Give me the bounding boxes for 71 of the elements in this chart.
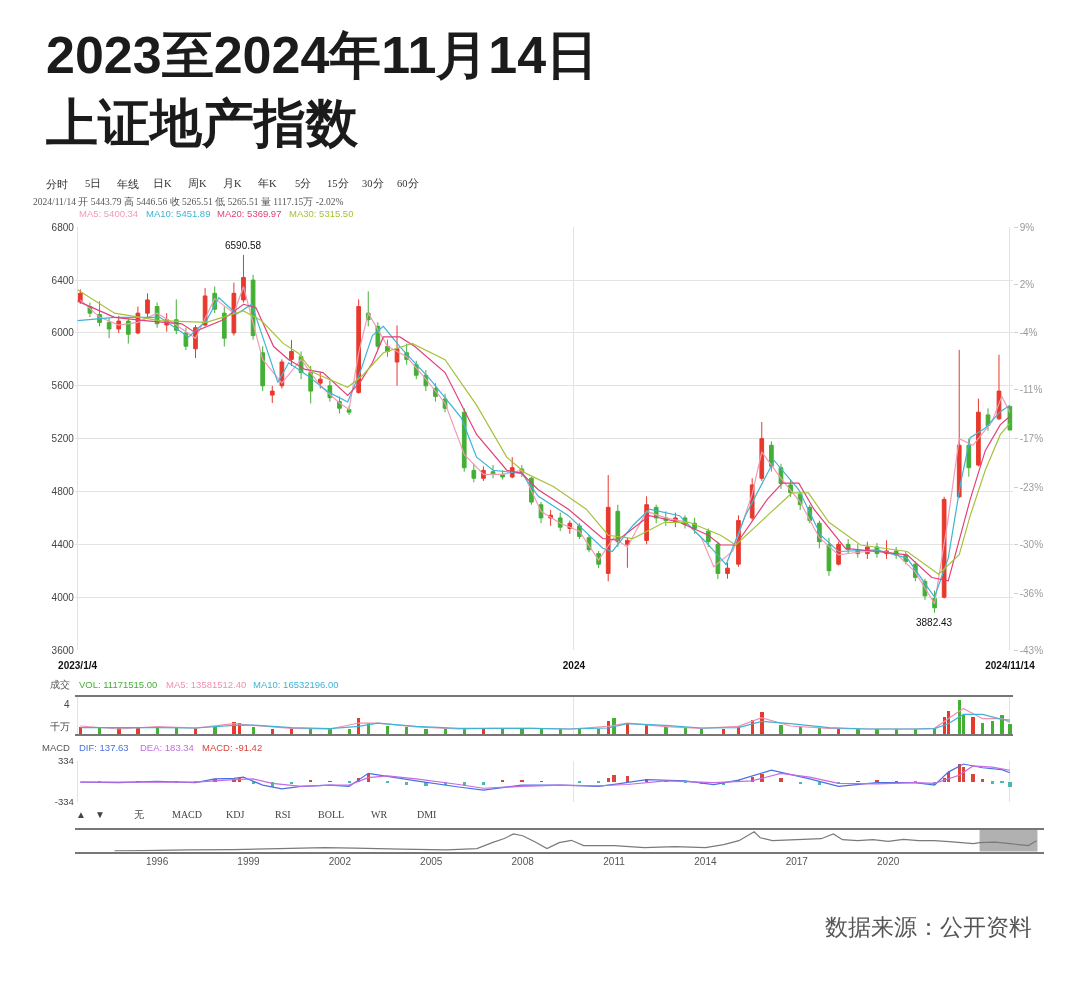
text: ▼: [95, 809, 105, 820]
text: 4: [64, 699, 70, 710]
text: MA30: 5315.50: [289, 208, 354, 219]
text: 15分: [327, 178, 349, 189]
text: KDJ: [226, 809, 245, 820]
text: 周K: [188, 178, 207, 189]
x-tick-label: 2024/11/14: [985, 660, 1036, 672]
x-tick-label: 2011: [603, 856, 626, 868]
text: BOLL: [318, 809, 345, 820]
y-tick-label: 5200: [51, 433, 75, 445]
text: 60分: [397, 178, 419, 189]
y-tick-label: 6400: [51, 274, 75, 286]
chart-title: MACD: [42, 742, 71, 753]
text: 分时: [46, 178, 68, 190]
chart-title: 2023至2024年11月14日上证地产指数: [46, 26, 599, 152]
text: DMI: [417, 809, 437, 820]
text: MA5: 13581512.40: [166, 679, 247, 690]
y2-tick-label: -43%: [1019, 644, 1044, 656]
y-tick-label: 3600: [51, 644, 75, 656]
x-tick-label: 2017: [785, 856, 809, 868]
y2-tick-label: -17%: [1019, 433, 1044, 445]
x-tick-label: 1999: [237, 856, 261, 868]
text: MACD: -91.42: [202, 742, 263, 753]
chart-title: 成交: [50, 679, 70, 690]
text: 月K: [223, 178, 242, 189]
y-tick-label: 4000: [51, 591, 75, 603]
text: VOL: 11171515.00: [79, 679, 158, 690]
y-tick-label: 6800: [51, 221, 75, 233]
text: DIF: 137.63: [79, 742, 129, 753]
y2-tick-label: 2%: [1019, 278, 1035, 290]
y-tick-label: -334: [54, 796, 74, 808]
x-tick-label: 2002: [328, 856, 352, 868]
text: MA10: 5451.89: [146, 208, 211, 219]
text: 5日: [85, 178, 102, 189]
text: 年线: [117, 178, 139, 190]
text: ▲: [76, 809, 86, 820]
text: RSI: [275, 809, 291, 820]
text: WR: [371, 809, 388, 820]
y-tick-label: 4800: [51, 486, 75, 497]
text: 日K: [153, 178, 172, 189]
text: 无: [134, 809, 144, 820]
y2-tick-label: 9%: [1019, 221, 1035, 233]
text: MA10: 16532196.00: [253, 679, 339, 690]
y2-tick-label: -4%: [1019, 327, 1038, 339]
x-tick-label: 1996: [145, 856, 169, 868]
text: 30分: [362, 178, 384, 189]
y2-tick-label: -11%: [1019, 384, 1043, 396]
y2-tick-label: -23%: [1019, 481, 1044, 493]
y-tick-label: 334: [57, 755, 74, 766]
x-tick-label: 2023/1/4: [58, 660, 98, 672]
x-tick-label: 2020: [877, 856, 900, 868]
y-tick-label: 4400: [51, 538, 75, 550]
x-tick-label: 2024: [562, 660, 586, 672]
x-tick-label: 2014: [694, 856, 717, 868]
text: DEA: 183.34: [140, 742, 194, 753]
y-axis-title: 千万: [50, 721, 70, 732]
y-tick-label: 6000: [51, 327, 75, 339]
x-tick-label: 2005: [420, 856, 443, 868]
y2-tick-label: -30%: [1019, 538, 1044, 550]
text: MA5: 5400.34: [79, 208, 139, 219]
y2-tick-label: -36%: [1019, 587, 1044, 599]
text: 5分: [295, 178, 312, 189]
annotation: 6590.58: [225, 240, 262, 251]
chart-subtitle: 2024/11/14 开 5443.79 高 5446.56 收 5265.51 低 5265.51 量 1117.15万 -2.02%: [33, 196, 344, 207]
source-note: 数据来源：公开资料: [825, 914, 1032, 940]
y-tick-label: 5600: [51, 380, 75, 392]
text: MACD: [172, 809, 203, 820]
annotation: 3882.43: [916, 617, 953, 628]
text: 年K: [258, 178, 277, 189]
x-tick-label: 2008: [511, 856, 535, 868]
text: MA20: 5369.97: [217, 208, 282, 219]
